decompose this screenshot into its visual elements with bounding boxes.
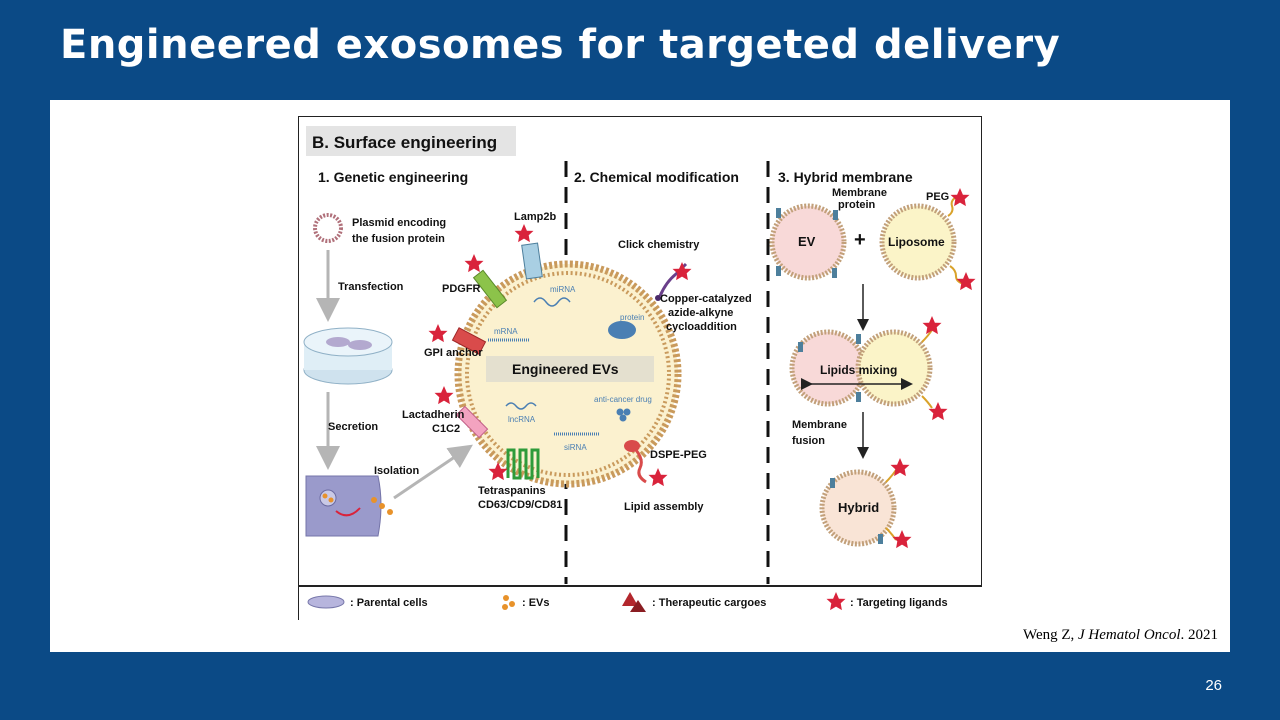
click-chemistry-label: Click chemistry bbox=[618, 239, 700, 251]
parental-cell-icon bbox=[305, 475, 393, 537]
plus-sign: + bbox=[854, 229, 866, 251]
sirna-label: siRNA bbox=[564, 443, 587, 452]
protein-icon bbox=[608, 321, 636, 339]
cu-label-3: cycloaddition bbox=[666, 321, 737, 333]
liposome-label: Liposome bbox=[888, 235, 945, 249]
slide-title: Engineered exosomes for targeted deliver… bbox=[60, 22, 1061, 68]
dspe-label: DSPE-PEG bbox=[650, 449, 707, 461]
citation-year: . 2021 bbox=[1180, 627, 1219, 643]
lactadherin-protein bbox=[434, 386, 489, 439]
dspe-peg-icon bbox=[624, 440, 668, 487]
panel-title: B. Surface engineering bbox=[312, 133, 497, 152]
peg-label: PEG bbox=[926, 191, 949, 203]
legend-cargoes: : Therapeutic cargoes bbox=[652, 597, 766, 609]
pdgfr-label: PDGFR bbox=[442, 283, 481, 295]
lipids-mixing-label: Lipids mixing bbox=[820, 363, 897, 377]
membrane-fusion-label-1: Membrane bbox=[792, 419, 847, 431]
membrane-fusion-label-2: fusion bbox=[792, 435, 825, 447]
section-genetic: 1. Genetic engineering bbox=[318, 169, 468, 185]
legend-evs-icon bbox=[502, 595, 515, 610]
citation: Weng Z, J Hematol Oncol. 2021 bbox=[1023, 627, 1218, 644]
plasmid-label-2: the fusion protein bbox=[352, 233, 445, 245]
section-hybrid: 3. Hybrid membrane bbox=[778, 169, 913, 185]
lncrna-icon bbox=[505, 402, 537, 410]
mirna-icon bbox=[533, 297, 571, 307]
legend-ligands: : Targeting ligands bbox=[850, 597, 948, 609]
lactadherin-label-2: C1C2 bbox=[432, 423, 460, 435]
secretion-label: Secretion bbox=[328, 421, 378, 433]
lncrna-label: lncRNA bbox=[508, 415, 536, 424]
legend-cargo-icon bbox=[622, 592, 646, 612]
legend: : Parental cells : EVs : Therapeutic car… bbox=[307, 592, 948, 612]
cu-label-1: Copper-catalyzed bbox=[660, 293, 752, 305]
gpi-anchor-protein bbox=[428, 324, 487, 355]
drug-icon bbox=[616, 408, 631, 422]
legend-evs: : EVs bbox=[522, 597, 550, 609]
cu-label-2: azide-alkyne bbox=[668, 307, 733, 319]
click-linker-icon bbox=[655, 262, 692, 301]
petri-dish-icon bbox=[303, 327, 393, 385]
section-chemical: 2. Chemical modification bbox=[574, 169, 739, 185]
lamp2b-label: Lamp2b bbox=[514, 211, 556, 223]
lipid-assembly-label: Lipid assembly bbox=[624, 501, 704, 513]
ev-vesicle-label: EV bbox=[798, 234, 816, 249]
hybrid-vesicle bbox=[819, 458, 912, 549]
page-number: 26 bbox=[1205, 677, 1222, 694]
citation-journal: J Hematol Oncol bbox=[1078, 627, 1181, 643]
mirna-label: miRNA bbox=[550, 285, 576, 294]
liposome-vesicle bbox=[879, 188, 976, 291]
engineered-ev bbox=[454, 260, 682, 488]
legend-parental: : Parental cells bbox=[350, 597, 428, 609]
tetraspanin-protein bbox=[488, 448, 540, 481]
ev-center-label: Engineered EVs bbox=[512, 361, 619, 377]
mrna-label: mRNA bbox=[494, 327, 518, 336]
isolation-label: Isolation bbox=[374, 465, 420, 477]
protein-label: protein bbox=[620, 313, 644, 322]
drug-label: anti-cancer drug bbox=[594, 395, 652, 404]
tetraspanins-label-2: CD63/CD9/CD81 bbox=[478, 499, 562, 511]
gpi-label: GPI anchor bbox=[424, 347, 483, 359]
legend-parental-icon bbox=[307, 595, 345, 609]
membrane-protein-label-2: protein bbox=[838, 199, 876, 211]
ev-vesicle bbox=[769, 203, 847, 281]
surface-engineering-figure: B. Surface engineering 1. Genetic engine… bbox=[297, 115, 983, 620]
figure-panel: B. Surface engineering 1. Genetic engine… bbox=[50, 100, 1230, 652]
lipids-mixing-vesicles bbox=[789, 316, 948, 421]
plasmid-label-1: Plasmid encoding bbox=[352, 217, 446, 229]
panel-title-box bbox=[306, 126, 516, 156]
tetraspanins-label-1: Tetraspanins bbox=[478, 485, 546, 497]
lactadherin-label-1: Lactadherin bbox=[402, 409, 465, 421]
lamp2b-protein bbox=[514, 224, 543, 280]
hybrid-label: Hybrid bbox=[838, 500, 879, 515]
membrane-protein-label-1: Membrane bbox=[832, 187, 887, 199]
transfection-label: Transfection bbox=[338, 281, 404, 293]
plasmid-icon bbox=[313, 213, 343, 243]
citation-author: Weng Z, bbox=[1022, 627, 1079, 643]
pdgfr-protein bbox=[464, 254, 508, 309]
